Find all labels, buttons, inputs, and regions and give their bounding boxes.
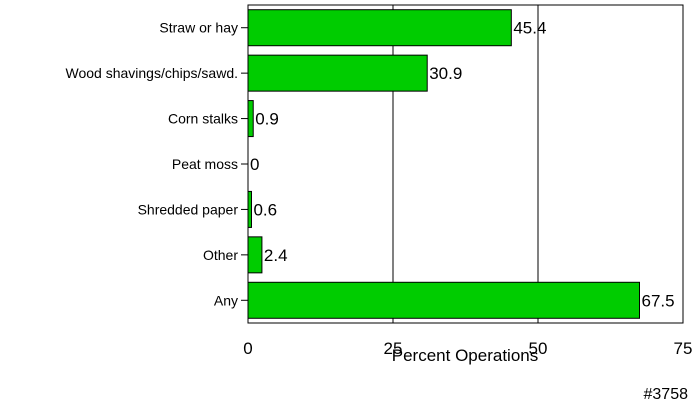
x-tick-label-2: 50 xyxy=(529,339,548,358)
bar-1 xyxy=(247,54,428,92)
value-label-5: 2.4 xyxy=(264,246,288,265)
value-labels: 45.4 30.9 0.9 0 0.6 2.4 67.5 xyxy=(250,19,675,311)
figure-id: #3758 xyxy=(644,386,689,403)
bar-5 xyxy=(247,236,263,274)
bar-4 xyxy=(247,190,252,228)
x-tick-label-0: 0 xyxy=(243,339,252,358)
x-tick-label-3: 75 xyxy=(674,339,693,358)
category-label-6: Any xyxy=(214,292,238,308)
value-label-3: 0 xyxy=(250,155,259,174)
category-label-3: Peat moss xyxy=(172,156,238,172)
category-label-1: Wood shavings/chips/sawd. xyxy=(66,65,239,81)
x-tick-labels: 0 25 50 75 xyxy=(243,339,692,358)
category-label-0: Straw or hay xyxy=(159,20,238,36)
plot-frame xyxy=(241,4,684,324)
bars xyxy=(247,9,640,319)
plot-border xyxy=(247,4,684,324)
gridlines xyxy=(392,5,539,323)
value-label-2: 0.9 xyxy=(255,110,279,129)
value-label-6: 67.5 xyxy=(642,291,675,310)
category-label-5: Other xyxy=(203,247,238,263)
bar-2 xyxy=(247,100,254,138)
value-label-4: 0.6 xyxy=(253,200,277,219)
value-label-0: 45.4 xyxy=(513,19,546,38)
category-label-2: Corn stalks xyxy=(168,111,238,127)
category-label-4: Shredded paper xyxy=(138,201,239,217)
x-axis-title: Percent Operations xyxy=(392,346,538,365)
value-label-1: 30.9 xyxy=(429,64,462,83)
bar-0 xyxy=(247,9,512,47)
x-tick-label-1: 25 xyxy=(384,339,403,358)
bar-6 xyxy=(247,281,640,319)
category-labels: Straw or hay Wood shavings/chips/sawd. Cor… xyxy=(66,20,239,309)
